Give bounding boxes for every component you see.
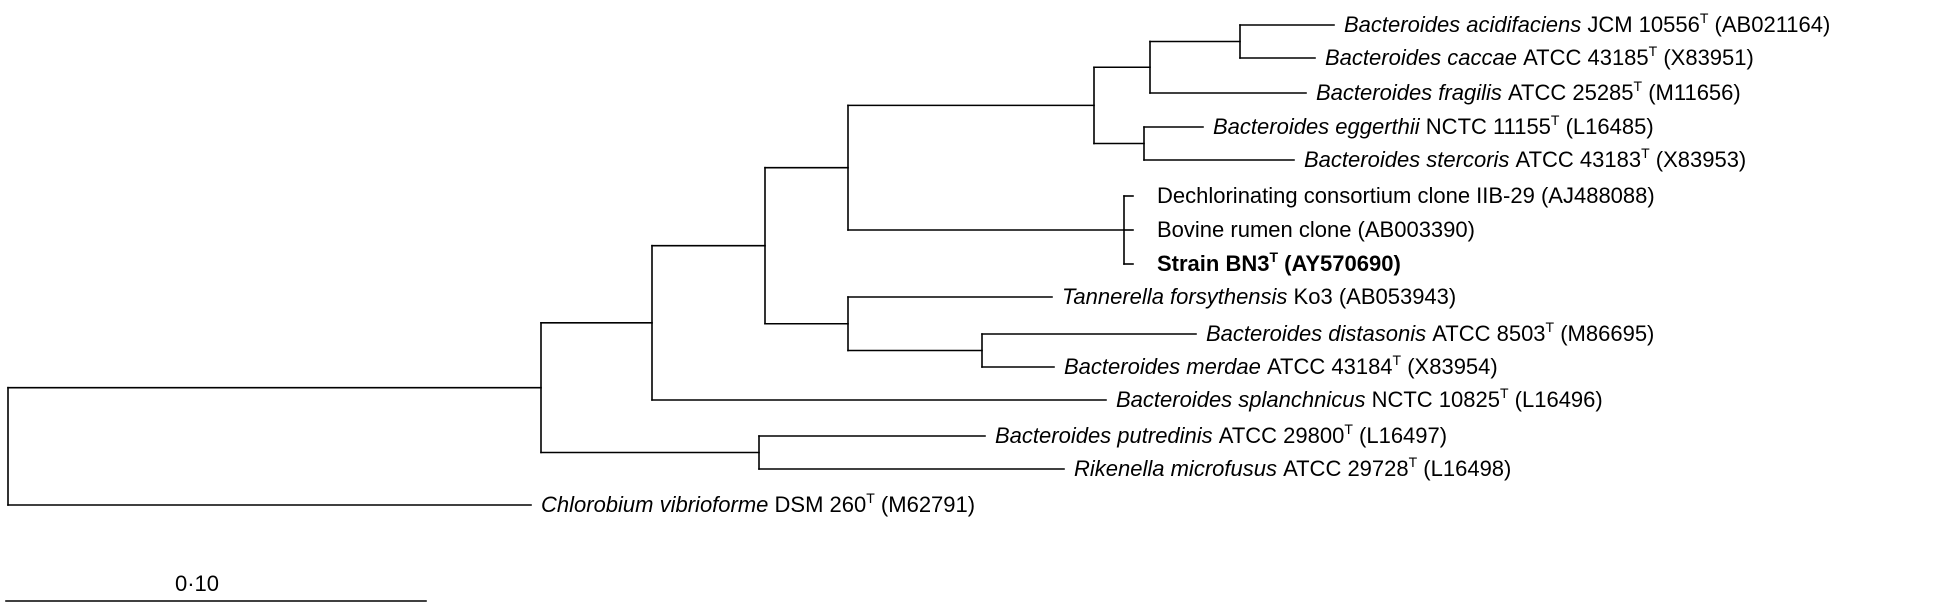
leaf-label-bovine: Bovine rumen clone (AB003390) (1157, 217, 1475, 242)
scale-bar-label: 0·10 (175, 571, 219, 596)
leaf-label-chlorobium: Chlorobium vibrioforme DSM 260T (M62791) (541, 490, 975, 517)
leaf-label-merdae: Bacteroides merdae ATCC 43184T (X83954) (1064, 352, 1498, 379)
leaf-label-stercoris: Bacteroides stercoris ATCC 43183T (X8395… (1304, 145, 1746, 172)
leaf-label-bn3: Strain BN3T (AY570690) (1157, 249, 1401, 276)
leaf-labels: Bacteroides acidifaciens JCM 10556T (AB0… (541, 10, 1830, 517)
leaf-label-putredinis: Bacteroides putredinis ATCC 29800T (L164… (995, 421, 1447, 448)
leaf-label-splanchnicus: Bacteroides splanchnicus NCTC 10825T (L1… (1116, 385, 1603, 412)
leaf-label-dechlor: Dechlorinating consortium clone IIB-29 (… (1157, 183, 1655, 208)
leaf-label-distasonis: Bacteroides distasonis ATCC 8503T (M8669… (1206, 319, 1654, 346)
leaf-label-caccae: Bacteroides caccae ATCC 43185T (X83951) (1325, 43, 1754, 70)
leaf-label-fragilis: Bacteroides fragilis ATCC 25285T (M11656… (1316, 78, 1741, 105)
tree-branches (7, 24, 1335, 506)
leaf-label-tannerella: Tannerella forsythensis Ko3 (AB053943) (1062, 284, 1456, 309)
leaf-label-acidifaciens: Bacteroides acidifaciens JCM 10556T (AB0… (1344, 10, 1830, 37)
scale-bar: 0·10 (5, 571, 427, 602)
leaf-label-rikenella: Rikenella microfusus ATCC 29728T (L16498… (1074, 454, 1511, 481)
leaf-label-eggerthii: Bacteroides eggerthii NCTC 11155T (L1648… (1213, 112, 1654, 139)
